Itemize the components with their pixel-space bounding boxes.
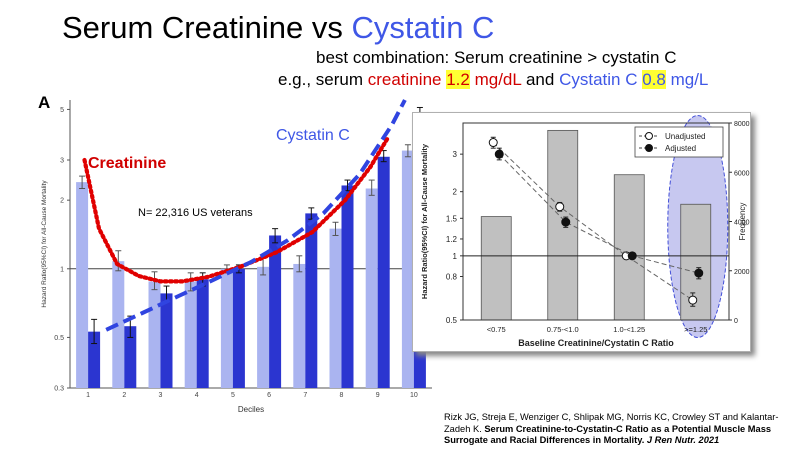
- bar: [269, 235, 282, 388]
- x-tick-label: 7: [303, 392, 307, 399]
- bar: [160, 293, 173, 388]
- bar: [184, 281, 197, 388]
- citation-journal: J Ren Nutr. 2021: [646, 435, 720, 446]
- bar: [257, 266, 270, 388]
- creatinine-word: creatinine: [367, 70, 442, 89]
- y-tick-label: 2: [60, 198, 64, 205]
- ratio-inset-panel: 0.5 0.8 1 1.2 1.5 2 3 0 2000 4000 6000 8000 <0.75 0.7…: [412, 112, 751, 352]
- y-axis-label: Hazard Ratio(95%CI) for All-Cause Mortal…: [41, 180, 48, 308]
- bar: [341, 185, 354, 388]
- legend-label: Adjusted: [665, 144, 696, 153]
- bar: [148, 281, 161, 388]
- series-line: [498, 153, 699, 274]
- y2-tick-label: 0: [734, 318, 738, 325]
- bar: [401, 150, 414, 388]
- cystatin-value: 0.8: [642, 70, 666, 89]
- title-part-1: Serum Creatinine vs: [62, 10, 352, 45]
- x-tick-label: 5: [231, 392, 235, 399]
- y2-tick-label: 8000: [734, 121, 750, 128]
- x-axis-label: Deciles: [238, 405, 264, 414]
- bar: [76, 182, 89, 388]
- bar: [88, 331, 101, 388]
- bar: [112, 261, 125, 388]
- x-tick-label: 3: [159, 392, 163, 399]
- x-axis-label: Baseline Creatinine/Cystatin C Ratio: [518, 338, 674, 348]
- y-tick-label: 5: [60, 107, 64, 114]
- data-point: [494, 149, 504, 159]
- x-tick-label: 9: [376, 392, 380, 399]
- y-tick-label: 1.2: [446, 235, 458, 244]
- citation-authors: Rizk JG, Streja E, Wenziger C, Shlipak M…: [444, 412, 779, 434]
- panel-label: A: [38, 93, 50, 112]
- x-tick-label: >=1.25: [684, 325, 707, 334]
- deciles-chart: A 0.3 0.5 1 2 3 5 1 2 3 4 5 6 7 8 9 10 Deciles Hazard Rati…: [38, 93, 432, 414]
- data-point: [561, 217, 571, 227]
- subtitle-prefix: e.g., serum: [278, 70, 368, 89]
- cystatin-word: Cystatin C: [559, 70, 638, 89]
- x-tick-label: <0.75: [487, 325, 506, 334]
- data-point: [688, 295, 698, 305]
- creatinine-value: 1.2: [446, 70, 470, 89]
- x-tick-label: 8: [340, 392, 344, 399]
- legend-box: [634, 126, 724, 158]
- creatinine-unit: mg/dL: [474, 70, 522, 89]
- frequency-bar: [480, 216, 512, 321]
- x-tick-label: 10: [410, 392, 418, 399]
- bar: [293, 263, 306, 388]
- y-tick-label: 3: [453, 150, 458, 159]
- ratio-chart: 0.5 0.8 1 1.2 1.5 2 3 0 2000 4000 6000 8000 <0.75 0.7…: [420, 115, 750, 348]
- y-axis-label: Hazard Ratio(95%CI) for All-Cause Mortal…: [420, 143, 429, 299]
- y2-tick-label: 6000: [734, 170, 750, 177]
- data-point: [555, 202, 565, 212]
- bar: [329, 228, 342, 388]
- bar: [365, 188, 378, 388]
- y-tick-label: 1: [60, 266, 64, 273]
- slide-title: Serum Creatinine vs Cystatin C: [62, 10, 494, 46]
- legend-marker: [645, 144, 653, 152]
- y-tick-label: 1.5: [446, 214, 458, 223]
- x-tick-label: 2: [122, 392, 126, 399]
- bar: [305, 213, 318, 388]
- y-tick-label: 2: [453, 188, 458, 197]
- y2-tick-label: 4000: [734, 220, 750, 227]
- bar: [124, 326, 137, 388]
- data-point: [627, 251, 637, 261]
- citation-title: Serum Creatinine-to-Cystatin-C Ratio as …: [444, 423, 772, 446]
- series-line: [492, 142, 694, 301]
- title-part-2: Cystatin C: [351, 10, 495, 45]
- x-tick-label: 0.75-<1.0: [547, 325, 579, 334]
- y-tick-label: 0.5: [54, 335, 64, 342]
- bar: [196, 279, 209, 388]
- legend: Unadjusted Adjusted: [634, 126, 724, 158]
- cystatin-annotation: Cystatin C: [276, 127, 350, 144]
- sample-size-annotation: N= 22,316 US veterans: [138, 207, 253, 219]
- x-tick-label: 4: [195, 392, 199, 399]
- subtitle-line-1: best combination: Serum creatinine > cys…: [316, 48, 677, 67]
- bar: [377, 156, 390, 388]
- x-tick-label: 6: [267, 392, 271, 399]
- bar: [220, 268, 233, 388]
- y-tick-label: 0.5: [446, 316, 458, 325]
- x-tick-label: 1.0-<1.25: [613, 325, 645, 334]
- y2-axis-label: Frequency: [738, 203, 747, 241]
- x-tick-label: 1: [86, 392, 90, 399]
- y-tick-label: 3: [60, 158, 64, 165]
- curve-cystatin-c: [105, 99, 407, 332]
- data-point: [694, 268, 704, 278]
- y-tick-label: 0.3: [54, 386, 64, 393]
- citation: Rizk JG, Streja E, Wenziger C, Shlipak M…: [444, 412, 796, 447]
- data-point: [488, 138, 498, 148]
- subtitle-and: and: [525, 70, 555, 89]
- y-tick-label: 0.8: [446, 272, 458, 281]
- bar: [232, 268, 245, 388]
- curve-creatinine: [82, 134, 391, 284]
- y2-tick-label: 2000: [734, 269, 750, 276]
- legend-marker: [645, 132, 653, 140]
- frequency-bar: [613, 174, 645, 321]
- creatinine-annotation: Creatinine: [88, 155, 166, 172]
- cystatin-unit: mg/L: [670, 70, 709, 89]
- legend-label: Unadjusted: [665, 132, 705, 141]
- subtitle-line-2: e.g., serum creatinine 1.2 mg/dL and Cys…: [278, 70, 708, 90]
- y-tick-label: 1: [453, 252, 458, 261]
